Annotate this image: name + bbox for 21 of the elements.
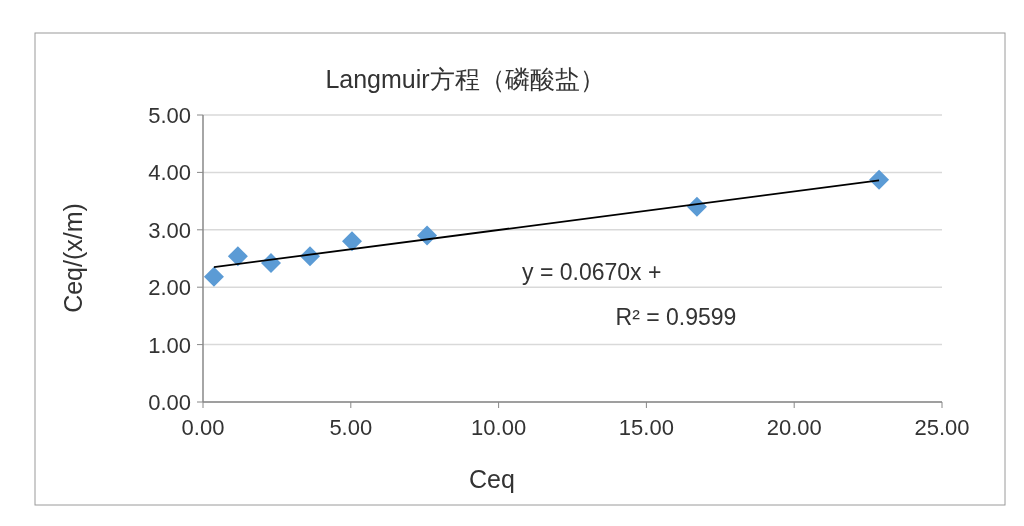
y-tick-label: 4.00 — [148, 160, 191, 186]
point — [869, 169, 890, 190]
annotation: y = 0.0670x + — [522, 259, 662, 285]
x-tick-label: 15.00 — [618, 415, 674, 440]
y-tick-label: 3.00 — [148, 217, 191, 243]
y-tick-label: 2.00 — [148, 275, 191, 301]
y-tick-label: 1.00 — [148, 332, 191, 358]
y-tick-label: 5.00 — [148, 103, 191, 128]
x-tick-label: 10.00 — [471, 415, 527, 440]
point — [341, 231, 362, 252]
point — [203, 266, 224, 287]
x-tick-label: 25.00 — [914, 415, 970, 440]
x-tick-label: 5.00 — [329, 415, 373, 440]
chart-title: Langmuir方程（磷酸盐） — [325, 65, 605, 93]
y-axis-title: Ceq/(x/m) — [59, 203, 87, 313]
y-tick-label: 0.00 — [148, 390, 191, 415]
x-tick-label: 20.00 — [766, 415, 822, 440]
point — [227, 246, 248, 267]
annotation: R² = 0.9599 — [615, 304, 737, 330]
x-tick-label: 0.00 — [181, 415, 225, 440]
x-axis-title: Ceq — [469, 465, 515, 493]
